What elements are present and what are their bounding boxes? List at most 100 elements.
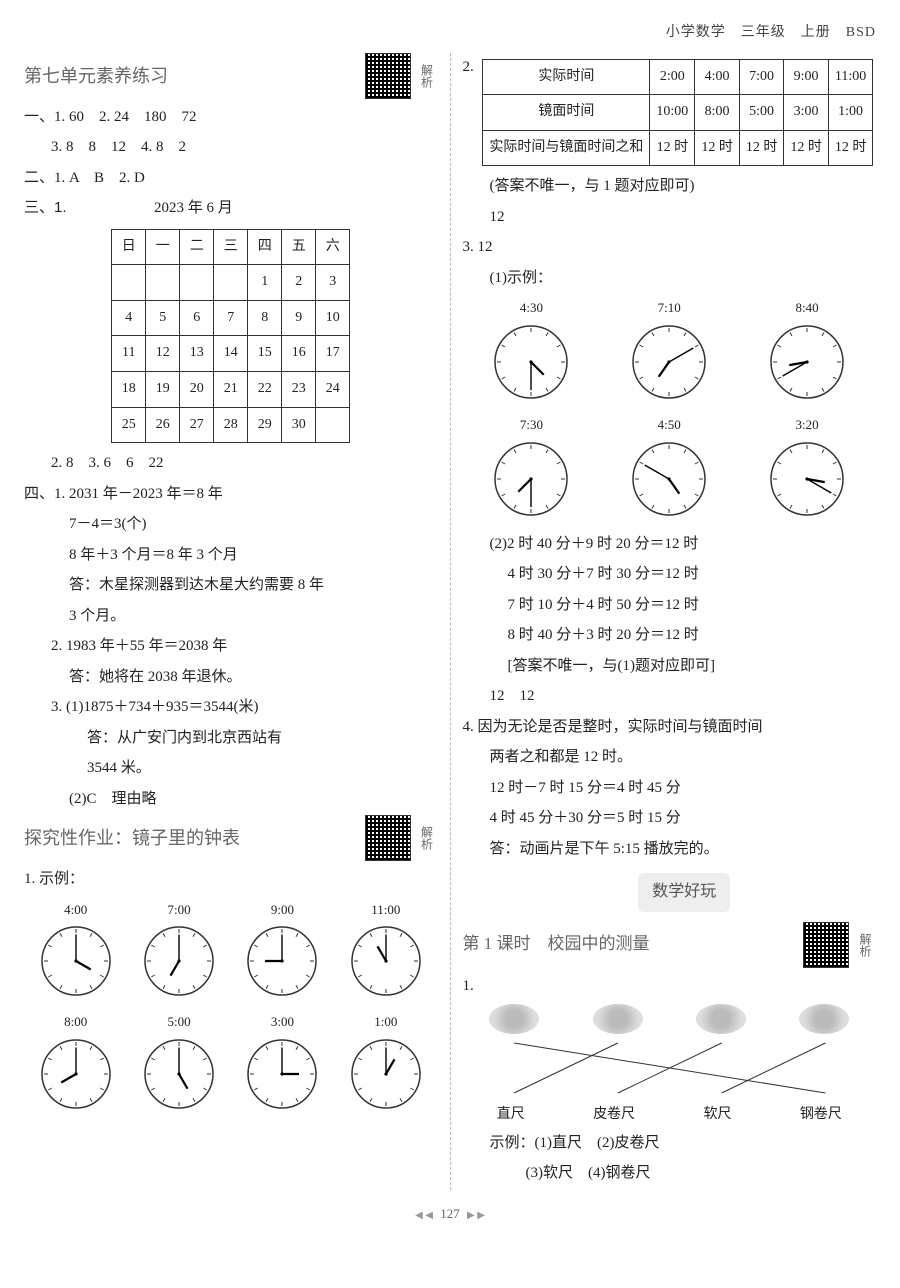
qr-block-2: 解析 bbox=[365, 815, 438, 861]
unit7-title-row: 第七单元素养练习 解析 bbox=[24, 53, 438, 99]
qr-label: 解析 bbox=[415, 64, 438, 88]
q1-l1: 1. 60 2. 24 180 72 bbox=[54, 109, 197, 125]
r-q3-s2-0: (2)2 时 40 分＋9 时 20 分＝12 时 bbox=[463, 530, 877, 559]
clock-item: 9:00 bbox=[245, 898, 319, 999]
tool-label: 皮卷尺 bbox=[593, 1102, 635, 1129]
clock-time-label: 8:00 bbox=[39, 1010, 113, 1035]
qr-block-3: 解析 bbox=[803, 922, 876, 968]
tool-label: 软尺 bbox=[703, 1102, 731, 1129]
q1-line1: 一、1. 60 2. 24 180 72 bbox=[24, 103, 438, 132]
clock-time-label: 7:30 bbox=[492, 413, 570, 438]
dow-cell: 四 bbox=[248, 229, 282, 265]
explore-title: 探究性作业：镜子里的钟表 bbox=[24, 821, 240, 855]
cal-cell: 14 bbox=[214, 336, 248, 372]
tool-icon bbox=[489, 1004, 539, 1034]
clock-time-label: 8:40 bbox=[768, 296, 846, 321]
q3-after: 2. 8 3. 6 6 22 bbox=[24, 449, 438, 478]
cal-cell bbox=[214, 265, 248, 301]
clock-item: 4:30 bbox=[492, 296, 570, 401]
clock-item: 3:20 bbox=[768, 413, 846, 518]
q4-p3-0: 3. (1)1875＋734＋935＝3544(米) bbox=[24, 693, 438, 722]
r-q4-4: 答：动画片是下午 5:15 播放完的。 bbox=[463, 835, 877, 864]
page-header: 小学数学 三年级 上册 BSD bbox=[24, 20, 876, 47]
r-q3-s2-3: 8 时 40 分＋3 时 20 分＝12 时 bbox=[463, 621, 877, 650]
cal-cell: 30 bbox=[282, 407, 316, 443]
qr-block: 解析 bbox=[365, 53, 438, 99]
tool-labels-row: 直尺 皮卷尺 软尺 钢卷尺 bbox=[463, 1102, 877, 1129]
mt-cell: 9:00 bbox=[784, 59, 829, 95]
mt-cell: 12 时 bbox=[784, 130, 829, 166]
qr-label: 解析 bbox=[415, 826, 438, 850]
dow-cell: 日 bbox=[112, 229, 146, 265]
cal-cell: 18 bbox=[112, 371, 146, 407]
unit7-title: 第七单元素养练习 bbox=[24, 59, 168, 93]
cal-cell: 25 bbox=[112, 407, 146, 443]
calendar-dow-row: 日 一 二 三 四 五 六 bbox=[112, 229, 350, 265]
clock-time-label: 4:30 bbox=[492, 296, 570, 321]
mt-cell: 4:00 bbox=[695, 59, 740, 95]
clock-item: 3:00 bbox=[245, 1010, 319, 1111]
mt-cell: 10:00 bbox=[650, 95, 695, 131]
clock-item: 7:00 bbox=[142, 898, 216, 999]
cal-cell: 28 bbox=[214, 407, 248, 443]
q4-p2-0: 2. 1983 年＋55 年＝2038 年 bbox=[24, 632, 438, 661]
dow-cell: 二 bbox=[180, 229, 214, 265]
clock-time-label: 4:00 bbox=[39, 898, 113, 923]
mt-cell: 2:00 bbox=[650, 59, 695, 95]
cal-cell: 22 bbox=[248, 371, 282, 407]
matching-lines bbox=[483, 1038, 857, 1098]
footer-left-icon: ◀ ◀ bbox=[415, 1206, 433, 1225]
two-column-layout: 第七单元素养练习 解析 一、1. 60 2. 24 180 72 3. 8 8 … bbox=[24, 53, 876, 1190]
right-column: 2. 实际时间 2:00 4:00 7:00 9:00 11:00 镜面时间 1… bbox=[463, 53, 877, 1190]
mt-head: 镜面时间 bbox=[483, 95, 650, 131]
dow-cell: 五 bbox=[282, 229, 316, 265]
r-clock-row-2: 7:30 4:50 3:20 bbox=[463, 413, 877, 518]
cal-cell: 23 bbox=[282, 371, 316, 407]
column-divider bbox=[450, 53, 451, 1190]
left-column: 第七单元素养练习 解析 一、1. 60 2. 24 180 72 3. 8 8 … bbox=[24, 53, 438, 1190]
clock-item: 7:30 bbox=[492, 413, 570, 518]
cal-cell: 27 bbox=[180, 407, 214, 443]
mt-cell: 12 时 bbox=[650, 130, 695, 166]
tool-icon bbox=[696, 1004, 746, 1034]
cal-cell: 13 bbox=[180, 336, 214, 372]
q4-p1-2: 8 年＋3 个月＝8 年 3 个月 bbox=[24, 541, 438, 570]
r-q4-1: 两者之和都是 12 时。 bbox=[463, 743, 877, 772]
q2-body: 1. A B 2. D bbox=[54, 170, 145, 186]
r-q3-s2-4: [答案不唯一，与(1)题对应即可] bbox=[463, 652, 877, 681]
r-clock-row-1: 4:30 7:10 8:40 bbox=[463, 296, 877, 401]
clock-time-label: 5:00 bbox=[142, 1010, 216, 1035]
cal-cell: 8 bbox=[248, 300, 282, 336]
clock-time-label: 1:00 bbox=[349, 1010, 423, 1035]
r-q3-num: 3. 12 bbox=[463, 233, 877, 262]
cal-cell: 11 bbox=[112, 336, 146, 372]
cal-cell: 3 bbox=[316, 265, 350, 301]
q4-head: 四、 bbox=[24, 485, 54, 502]
cal-cell: 7 bbox=[214, 300, 248, 336]
q1-head: 一、 bbox=[24, 108, 54, 125]
cal-cell: 16 bbox=[282, 336, 316, 372]
q4-p2-1: 答：她将在 2038 年退休。 bbox=[24, 663, 438, 692]
clock-time-label: 3:20 bbox=[768, 413, 846, 438]
q4-p1-4: 3 个月。 bbox=[24, 602, 438, 631]
tool-icon bbox=[799, 1004, 849, 1034]
mt-head: 实际时间与镜面时间之和 bbox=[483, 130, 650, 166]
cal-cell: 6 bbox=[180, 300, 214, 336]
dow-cell: 六 bbox=[316, 229, 350, 265]
explore-q1-label: 1. 示例： bbox=[24, 865, 438, 894]
clock-item: 4:50 bbox=[630, 413, 708, 518]
r-q3-s2-5: 12 12 bbox=[463, 682, 877, 711]
page-footer: ◀ ◀ 127 ▶ ▶ bbox=[24, 1202, 876, 1227]
q2-head: 二、 bbox=[24, 169, 54, 186]
clock-item: 11:00 bbox=[349, 898, 423, 999]
qr-code-icon bbox=[803, 922, 849, 968]
mt-cell: 11:00 bbox=[828, 59, 873, 95]
cal-cell: 12 bbox=[146, 336, 180, 372]
mt-cell: 8:00 bbox=[695, 95, 740, 131]
cal-cell bbox=[316, 407, 350, 443]
tool-label: 钢卷尺 bbox=[800, 1102, 842, 1129]
tool-label: 直尺 bbox=[497, 1102, 525, 1129]
mt-cell: 12 时 bbox=[739, 130, 784, 166]
clock-item: 4:00 bbox=[39, 898, 113, 999]
calendar-title: 2023 年 6 月 bbox=[154, 200, 233, 216]
